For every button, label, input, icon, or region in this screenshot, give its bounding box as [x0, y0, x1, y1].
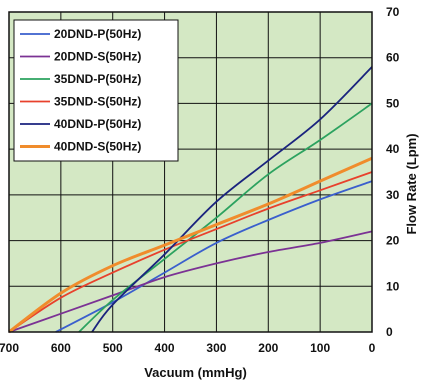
x-tick-label: 700: [0, 341, 19, 355]
legend-label: 20DND-S(50Hz): [54, 50, 141, 64]
x-tick-label: 600: [51, 341, 71, 355]
series-line-40dnd-s-50hz: [8, 156, 373, 334]
series-line-20dnd-s-50hz: [8, 230, 373, 333]
legend-box: [13, 19, 179, 162]
series-line-35dnd-s-50hz: [8, 171, 373, 333]
series-line-35dnd-p-50hz: [78, 102, 373, 333]
x-tick-label: 0: [369, 341, 376, 355]
legend-label: 40DND-P(50Hz): [54, 117, 141, 131]
y-tick-labels: 0 10 20 30 40 50 60 70: [386, 5, 400, 339]
y-axis-title: Flow Rate (Lpm): [404, 133, 419, 234]
legend-label: 35DND-P(50Hz): [54, 72, 141, 86]
y-tick-label: 60: [386, 51, 400, 65]
y-tick-label: 0: [386, 325, 393, 339]
x-tick-labels: 700 600 500 400 300 200 100 0: [0, 341, 376, 355]
x-tick-label: 300: [206, 341, 226, 355]
series-line-20dnd-p-50hz: [55, 180, 373, 333]
legend-label: 40DND-S(50Hz): [54, 140, 141, 154]
x-tick-label: 400: [155, 341, 175, 355]
legend-items: 20DND-P(50Hz) 20DND-S(50Hz) 35DND-P(50Hz) 3…: [20, 27, 141, 154]
y-tick-label: 70: [386, 5, 400, 19]
legend-label: 35DND-S(50Hz): [54, 95, 141, 109]
legend-label: 20DND-P(50Hz): [54, 27, 141, 41]
legend: 20DND-P(50Hz) 20DND-S(50Hz) 35DND-P(50Hz) 3…: [13, 19, 179, 162]
y-tick-label: 10: [386, 279, 400, 293]
y-tick-label: 50: [386, 96, 400, 110]
x-tick-label: 100: [310, 341, 330, 355]
x-tick-label: 500: [103, 341, 123, 355]
series-line-40dnd-p-50hz: [91, 66, 373, 333]
series-lines: [8, 66, 373, 334]
y-tick-label: 40: [386, 142, 400, 156]
y-tick-label: 30: [386, 188, 400, 202]
x-tick-label: 200: [258, 341, 278, 355]
y-tick-label: 20: [386, 234, 400, 248]
plot-frame: [8, 11, 373, 333]
x-axis-title: Vacuum (mmHg): [144, 365, 247, 380]
